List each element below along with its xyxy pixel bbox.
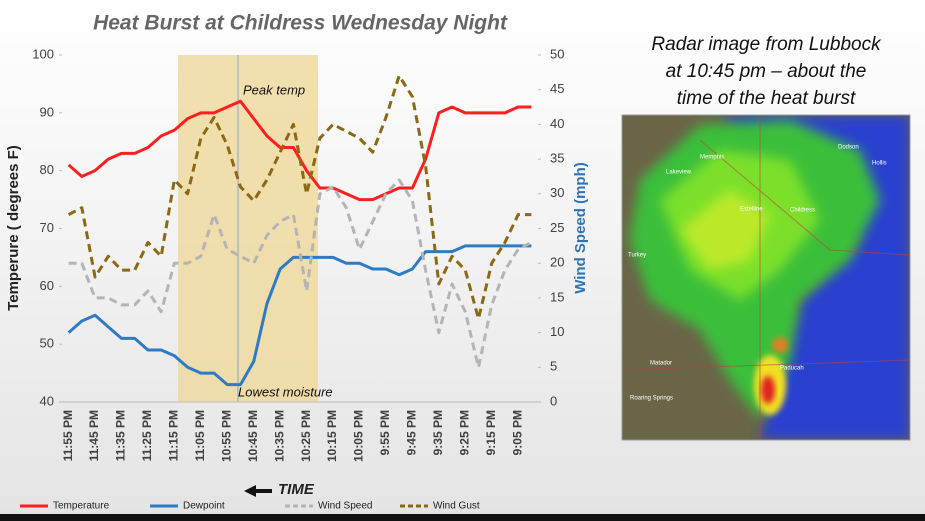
x-tick-label: 11:45 PM [87, 410, 101, 461]
x-tick-label: 9:45 PM [405, 410, 419, 455]
x-tick-label: 10:15 PM [325, 410, 339, 462]
x-axis-label: TIME [278, 481, 315, 498]
radar-roads [622, 115, 910, 440]
radar-label: Paducah [780, 366, 804, 372]
y-tick-label: 100 [32, 46, 54, 61]
x-tick-label: 11:05 PM [193, 410, 207, 461]
series-line [68, 178, 533, 369]
radar-caption: time of the heat burst [677, 88, 856, 109]
x-tick-label: 9:05 PM [510, 410, 524, 455]
y-axis-label: Temperure ( degrees F) [5, 145, 22, 311]
x-tick-label: 11:25 PM [140, 410, 154, 461]
x-tick-label: 9:25 PM [457, 410, 471, 455]
radar-caption: at 10:45 pm – about the [666, 61, 867, 82]
y2-axis-label: Wind Speed (mph) [572, 162, 589, 294]
x-tick-label: 9:15 PM [484, 410, 498, 455]
x-tick-label: 9:35 PM [431, 410, 445, 455]
radar-label: Childress [790, 208, 815, 214]
radar-label: Roaring Springs [630, 396, 673, 402]
radar-label: Matador [650, 361, 672, 367]
x-tick-label: 10:45 PM [246, 410, 260, 462]
x-tick-label: 10:25 PM [299, 410, 313, 462]
legend-item: Dewpoint [150, 501, 225, 512]
x-tick-label: 11:15 PM [167, 410, 181, 461]
legend-label: Dewpoint [183, 501, 225, 512]
legend-label: Wind Gust [433, 501, 480, 512]
y-tick-label: 50 [40, 336, 54, 351]
y2-tick-label: 50 [550, 46, 564, 61]
annotation: Peak temp [243, 82, 305, 97]
radar-label: Dodson [838, 145, 859, 151]
y2-tick-label: 15 [550, 289, 564, 304]
radar-label: Memphis [700, 155, 724, 161]
x-tick-label: 11:55 PM [61, 410, 75, 461]
radar-core-red [761, 376, 775, 404]
x-tick-label: 11:35 PM [114, 410, 128, 461]
x-tick-label: 10:05 PM [352, 410, 366, 462]
radar-frame [621, 114, 911, 441]
y2-tick-label: 10 [550, 324, 564, 339]
legend-item: Wind Speed [285, 501, 372, 512]
x-tick-label: 10:35 PM [272, 410, 286, 462]
y-tick-label: 80 [40, 162, 54, 177]
y2-tick-label: 35 [550, 151, 564, 166]
bottom-bar [0, 514, 925, 521]
legend-label: Temperature [53, 501, 110, 512]
y2-tick-label: 0 [550, 393, 557, 408]
y2-tick-label: 45 [550, 81, 564, 96]
y2-tick-label: 40 [550, 116, 564, 131]
time-arrow [244, 485, 272, 497]
y2-tick-label: 20 [550, 255, 564, 270]
radar-label: Hollis [872, 161, 887, 167]
y-tick-label: 90 [40, 104, 54, 119]
legend-item: Temperature [20, 501, 110, 512]
y2-tick-label: 30 [550, 185, 564, 200]
y-tick-label: 70 [40, 220, 54, 235]
radar-cell [772, 337, 788, 353]
radar-label: Estelline [740, 207, 763, 213]
legend-item: Wind Gust [400, 501, 480, 512]
chart-title: Heat Burst at Childress Wednesday Night [93, 12, 508, 35]
y-tick-label: 60 [40, 278, 54, 293]
series-line [67, 74, 532, 321]
y2-tick-label: 5 [550, 359, 557, 374]
radar-caption: Radar image from Lubbock [651, 34, 882, 55]
y-tick-label: 40 [40, 393, 54, 408]
y2-tick-label: 25 [550, 220, 564, 235]
radar-yellow [680, 190, 770, 270]
radar-label: Turkey [628, 253, 646, 259]
x-tick-label: 9:55 PM [378, 410, 392, 455]
annotation: Lowest moisture [238, 384, 333, 399]
x-tick-label: 10:55 PM [219, 410, 233, 462]
radar-image [622, 115, 910, 440]
radar-label: Lakeview [666, 170, 692, 176]
legend-label: Wind Speed [318, 501, 372, 512]
